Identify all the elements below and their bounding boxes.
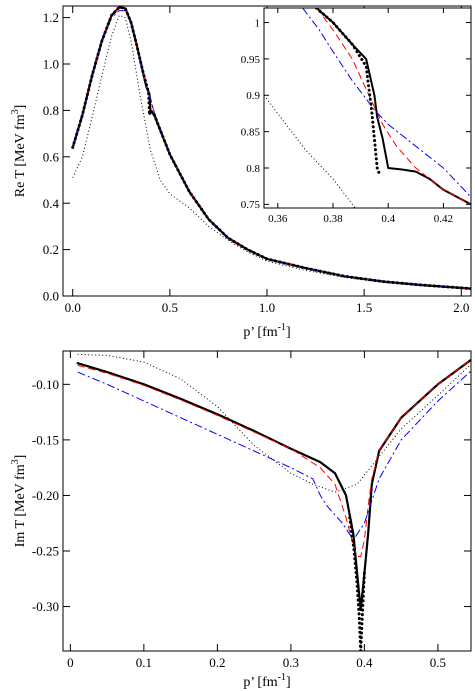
inset-plot-area <box>264 8 471 208</box>
bottom-y-axis-label: Im T [MeV fm3] <box>10 455 28 548</box>
top-plot-area <box>71 6 471 291</box>
top-x-tick-label: 0.0 <box>65 300 81 315</box>
inset-background <box>264 8 471 208</box>
bottom-series-dotted-line <box>77 353 471 493</box>
inset-y-tick-label: 0.9 <box>246 90 260 102</box>
bottom-x-tick-label: 0.5 <box>430 655 446 670</box>
bottom-x-ticks: 0 0.1 0.2 0.3 0.4 0.5 <box>67 351 446 670</box>
top-y-tick-label: 1.2 <box>43 10 59 25</box>
top-y-ticks: 0.0 0.2 0.4 0.6 0.8 1.0 1.2 <box>43 10 471 304</box>
inset-y-tick-label: 0.95 <box>241 54 261 66</box>
inset-y-tick-label: 0.85 <box>241 126 261 138</box>
top-series-dashdot-line <box>72 10 471 290</box>
bottom-series-dashed-line <box>77 359 471 558</box>
inset-y-tick-label: 0.8 <box>246 163 260 175</box>
bottom-plot-area <box>76 353 471 651</box>
bottom-series-thickdot-line <box>348 516 366 651</box>
bottom-series-dashdot-line <box>77 370 471 541</box>
inset-x-tick-label: 0.4 <box>381 213 395 225</box>
inset-series-thickdot-line <box>314 8 382 177</box>
bottom-y-ticks: -0.10 -0.15 -0.20 -0.25 -0.30 <box>32 377 471 614</box>
inset-x-ticks: 0.36 0.38 0.4 0.42 <box>268 8 453 225</box>
top-y-tick-label: 0.0 <box>43 289 59 304</box>
bottom-panel: 0 0.1 0.2 0.3 0.4 0.5 -0.10-0.15-0.20-0.25-0.… <box>10 350 472 690</box>
bottom-y-tick-label: -0.25 <box>32 544 59 559</box>
top-x-ticks: 0.0 0.5 1.0 1.5 2.0 <box>65 6 469 315</box>
top-panel: 0.0 0.5 1.0 1.5 2.0 0.0 0.2 0.4 0.6 0.8 1.0 1.2 p’… <box>10 5 472 340</box>
bottom-x-tick-label: 0 <box>67 655 74 670</box>
bottom-x-axis-label: p’ [fm-1] <box>243 672 290 690</box>
inset-y-tick-label: 1 <box>255 17 261 29</box>
top-y-tick-label: 0.2 <box>43 242 59 257</box>
top-x-axis-label: p’ [fm-1] <box>243 322 290 340</box>
top-y-axis-label: Re T [MeV fm3] <box>10 105 28 198</box>
inset-series-dashdot-line <box>302 8 471 198</box>
inset-x-tick-label: 0.36 <box>268 213 288 225</box>
inset-x-tick-label: 0.42 <box>434 213 453 225</box>
bottom-y-tick-label: -0.10 <box>32 377 59 392</box>
inset-y-tick-label: 0.75 <box>241 199 261 211</box>
bottom-x-tick-label: 0.4 <box>356 655 373 670</box>
top-x-tick-label: 1.5 <box>356 300 372 315</box>
bottom-y-tick-label: -0.20 <box>32 488 59 503</box>
top-y-tick-label: 0.6 <box>43 149 60 164</box>
bottom-x-tick-label: 0.2 <box>209 655 225 670</box>
top-x-tick-label: 1.0 <box>259 300 275 315</box>
bottom-plot-frame <box>62 350 472 652</box>
inset-y-ticks: 0.75 0.8 0.85 0.9 0.95 1 <box>241 17 471 211</box>
top-series-dotted-line <box>72 14 471 290</box>
bottom-x-tick-label: 0.3 <box>283 655 299 670</box>
inset-series-dashed-line <box>316 8 471 205</box>
inset-x-tick-label: 0.38 <box>323 213 343 225</box>
bottom-x-tick-label: 0.1 <box>136 655 152 670</box>
top-y-tick-label: 0.8 <box>43 103 59 118</box>
top-x-tick-label: 2.0 <box>453 300 469 315</box>
top-y-tick-label: 0.4 <box>43 196 60 211</box>
bottom-y-tick-label: -0.30 <box>32 599 59 614</box>
top-series-thickdot-line <box>71 6 471 291</box>
top-y-tick-label: 1.0 <box>43 57 59 72</box>
bottom-y-tick-label: -0.15 <box>32 432 59 447</box>
inset-frame <box>263 7 472 209</box>
inset-panel: 0.36 0.38 0.4 0.42 0.75 0.8 0.85 0.9 0.95 1 <box>241 7 472 225</box>
top-x-tick-label: 0.5 <box>162 300 178 315</box>
